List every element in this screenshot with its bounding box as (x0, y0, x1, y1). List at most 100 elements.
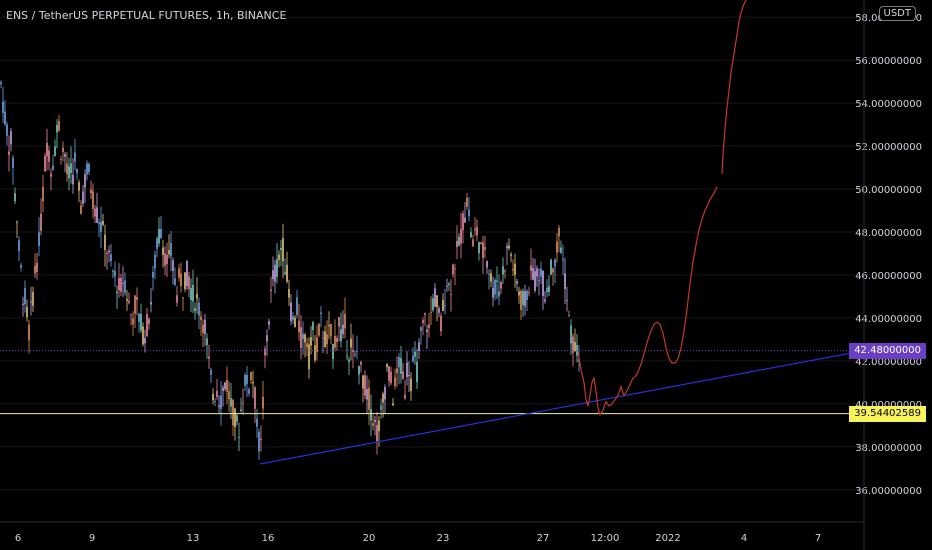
candle-body (114, 270, 116, 277)
price-axis[interactable]: 36.00000000 38.00000000 40.00000000 42.0000… (855, 13, 922, 497)
time-tick-label: 27 (537, 533, 550, 544)
candle-body (182, 297, 184, 299)
candle-body (102, 221, 104, 225)
candle-body (10, 131, 12, 145)
candle-body (92, 191, 94, 209)
candle-body (76, 169, 78, 174)
projection-path-upper[interactable] (721, 0, 747, 175)
candle-body (372, 423, 374, 426)
candle-body (350, 338, 352, 348)
candle-body (84, 174, 86, 188)
candle-body (218, 405, 220, 408)
candle-body (66, 163, 68, 175)
candle-body (244, 374, 246, 386)
candle-body (556, 241, 558, 253)
candle-body (504, 270, 506, 272)
candle-body (418, 342, 420, 352)
candle-body (212, 394, 214, 401)
candle-body (550, 259, 552, 275)
candle-body (522, 290, 524, 305)
candle-body (538, 280, 540, 281)
candle-body (558, 227, 560, 237)
candle-body (390, 371, 392, 384)
candle-body (232, 400, 234, 426)
candle-body (316, 337, 318, 353)
candle-body (358, 365, 360, 375)
candle-body (530, 265, 532, 271)
time-tick-label: 12:00 (591, 533, 620, 544)
price-tick-label: 54.00000000 (855, 99, 922, 110)
candle-body (260, 439, 262, 441)
currency-badge[interactable]: USDT (878, 6, 916, 21)
candle-body (382, 393, 384, 403)
price-tick-label: 48.00000000 (855, 228, 922, 239)
candle-body (126, 299, 128, 301)
candle-body (40, 213, 42, 231)
candle-body (490, 273, 492, 282)
candle-body (20, 265, 22, 268)
candle-body (0, 82, 2, 85)
projection-path[interactable] (577, 186, 718, 416)
candle-body (326, 334, 328, 345)
candle-body (60, 158, 62, 160)
candle-body (506, 246, 508, 249)
candle-body (388, 366, 390, 381)
candle-body (166, 254, 168, 264)
time-axis[interactable]: 6 9 13 16 20 23 27 12:00 2022 4 7 (0, 0, 865, 550)
candle-body (106, 252, 108, 254)
candle-body (376, 425, 378, 442)
candle-body (526, 290, 528, 301)
candle-body (482, 242, 484, 258)
candle-body (492, 288, 494, 298)
candle-body (324, 331, 326, 348)
candle-body (516, 281, 518, 284)
price-tick-label: 56.00000000 (855, 56, 922, 67)
candle-body (146, 314, 148, 337)
candle-body (168, 250, 170, 255)
candle-body (298, 320, 300, 333)
price-tick-label: 52.00000000 (855, 142, 922, 153)
candle-body (28, 324, 30, 341)
candle-body (162, 247, 164, 255)
candle-body (258, 431, 260, 452)
candle-body (532, 267, 534, 280)
candle-body (412, 355, 414, 362)
time-tick-label: 4 (741, 533, 747, 544)
candle-body (442, 299, 444, 312)
candle-body (548, 286, 550, 292)
candle-body (112, 271, 114, 272)
candle-body (292, 316, 294, 320)
candle-body (282, 238, 284, 262)
candle-body (374, 419, 376, 422)
candle-body (128, 300, 130, 303)
candle-body (384, 387, 386, 400)
time-tick-label: 16 (262, 533, 275, 544)
candle-body (402, 371, 404, 379)
candle-body (404, 394, 406, 399)
candle-body (156, 238, 158, 249)
candle-body (202, 324, 204, 333)
candle-body (406, 362, 408, 378)
candle-body (54, 146, 56, 157)
candle-body (434, 288, 436, 307)
trendline[interactable] (259, 349, 865, 465)
candle-body (4, 111, 6, 125)
candle-body (88, 163, 90, 173)
candle-body (278, 254, 280, 260)
candle-body (122, 283, 124, 284)
candle-body (450, 294, 452, 296)
candle-body (494, 279, 496, 295)
candle-body (472, 239, 474, 247)
candle-body (246, 374, 248, 384)
candle-body (510, 254, 512, 256)
candle-body (264, 348, 266, 356)
candle-body (42, 186, 44, 202)
candle-body (454, 268, 456, 270)
candle-body (320, 312, 322, 314)
candle-body (144, 338, 146, 344)
candle-body (294, 317, 296, 328)
candle-body (364, 375, 366, 396)
candle-body (304, 334, 306, 343)
candle-body (378, 420, 380, 432)
